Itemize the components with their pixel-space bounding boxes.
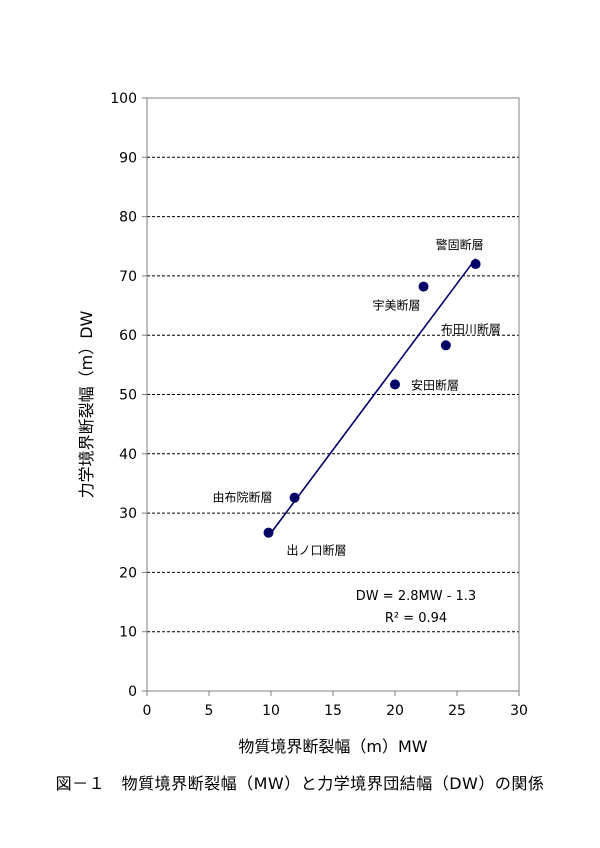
r-squared: R² = 0.94 [385, 611, 447, 626]
trendline [267, 258, 477, 537]
data-point [418, 281, 429, 292]
data-points [263, 259, 481, 538]
x-tick-label: 20 [386, 703, 404, 719]
x-tick-label: 15 [324, 703, 342, 719]
regression-equation: DW = 2.8MW - 1.3 [356, 589, 476, 604]
tick-labels: 0 10 20 30 40 50 60 70 80 90 100 0 5 10 15 20 25 30 [110, 91, 528, 719]
x-tick-label: 5 [205, 703, 214, 719]
y-tick-label: 50 [119, 388, 137, 404]
y-tick-label: 10 [119, 625, 137, 641]
y-tick-label: 0 [128, 684, 137, 700]
axes [142, 97, 520, 696]
figure-caption: 図－１ 物質境界断裂幅（MW）と力学境界団結幅（DW）の関係 [55, 774, 545, 793]
data-point [470, 259, 481, 270]
y-tick-label: 20 [119, 565, 137, 581]
x-axis-label: 物質境界断裂幅（m）MW [238, 737, 427, 756]
point-label: 出ノ口断層 [287, 543, 347, 558]
y-tick-label: 100 [110, 91, 137, 107]
data-point [390, 379, 400, 390]
point-label: 布田川断層 [441, 321, 501, 336]
y-tick-label: 30 [119, 506, 137, 522]
y-axis-label: 力学境界断裂幅（m）DW [77, 310, 96, 498]
data-point [289, 492, 300, 503]
scatter-chart: 0 10 20 30 40 50 60 70 80 90 100 0 5 10 15 20 25 30 出ノ口断層… [77, 91, 528, 756]
point-label: 由布院断層 [213, 490, 273, 505]
point-label: 宇美断層 [373, 298, 421, 313]
y-tick-label: 60 [119, 328, 137, 344]
data-point [263, 527, 274, 538]
y-tick-label: 40 [119, 447, 137, 463]
y-tick-label: 90 [119, 150, 137, 166]
x-tick-label: 10 [262, 703, 280, 719]
x-tick-label: 30 [510, 703, 528, 719]
data-point [440, 340, 451, 351]
point-label: 警固断層 [436, 237, 484, 252]
trendline-group [267, 258, 477, 537]
y-tick-label: 70 [119, 269, 137, 285]
x-tick-label: 0 [143, 703, 152, 719]
y-tick-label: 80 [119, 210, 137, 226]
point-label: 安田断層 [411, 377, 459, 392]
x-tick-label: 25 [448, 703, 466, 719]
